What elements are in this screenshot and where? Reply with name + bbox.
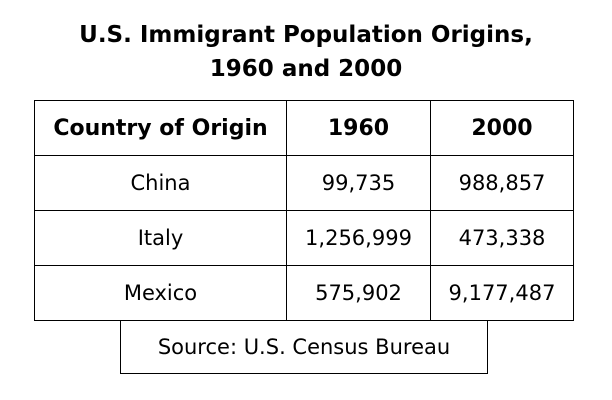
header-country: Country of Origin xyxy=(34,100,287,156)
title-line-1: U.S. Immigrant Population Origins, xyxy=(79,22,533,48)
country-cell: Mexico xyxy=(34,265,287,321)
header-row: Country of Origin 1960 2000 xyxy=(34,100,574,156)
source-note: Source: U.S. Census Bureau xyxy=(120,320,488,374)
value-1960-cell: 575,902 xyxy=(286,265,431,321)
header-1960: 1960 xyxy=(286,100,431,156)
country-cell: Italy xyxy=(34,210,287,266)
value-2000-cell: 473,338 xyxy=(430,210,574,266)
table-row: Mexico 575,902 9,177,487 xyxy=(34,265,574,321)
header-2000: 2000 xyxy=(430,100,574,156)
immigrant-population-table: Country of Origin 1960 2000 China 99,735… xyxy=(34,100,574,321)
value-1960-cell: 1,256,999 xyxy=(286,210,431,266)
table-row: China 99,735 988,857 xyxy=(34,155,574,211)
value-1960-cell: 99,735 xyxy=(286,155,431,211)
value-2000-cell: 988,857 xyxy=(430,155,574,211)
table-row: Italy 1,256,999 473,338 xyxy=(34,210,574,266)
country-cell: China xyxy=(34,155,287,211)
title-line-2: 1960 and 2000 xyxy=(209,56,403,82)
value-2000-cell: 9,177,487 xyxy=(430,265,574,321)
table-title: U.S. Immigrant Population Origins, 1960 … xyxy=(0,18,612,86)
